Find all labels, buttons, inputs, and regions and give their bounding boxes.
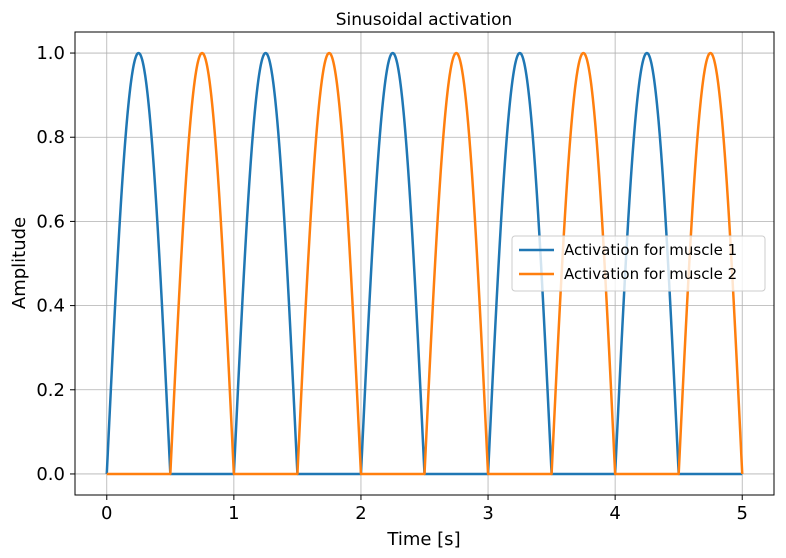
y-tick-label: 0.4: [36, 296, 65, 317]
y-tick-label: 0.2: [36, 380, 65, 401]
y-tick-label: 0.6: [36, 211, 65, 232]
y-tick-label: 1.0: [36, 43, 65, 64]
chart-title: Sinusoidal activation: [336, 10, 513, 30]
series-line-2: [105, 51, 744, 476]
series-group: [105, 51, 744, 476]
legend-box: [511, 235, 766, 292]
ticks-group: 0 1 2 3 4 5 0.0 0.2 0.4 0.6 0.8 1.0: [36, 43, 748, 524]
legend-label-2: Activation for muscle 2: [564, 265, 737, 283]
x-tick-label: 0: [101, 503, 112, 524]
x-tick-label: 2: [355, 503, 366, 524]
y-axis-label: Amplitude: [9, 217, 30, 309]
x-tick-label: 1: [228, 503, 239, 524]
plot-frame: [74, 31, 775, 496]
grid: [75, 32, 774, 495]
x-axis-label: Time [s]: [386, 529, 460, 550]
legend-label-1: Activation for muscle 1: [564, 241, 737, 259]
legend: Activation for muscle 1 Activation for mu…: [511, 235, 766, 292]
y-tick-label: 0.8: [36, 127, 65, 148]
y-tick-label: 0.0: [36, 464, 65, 485]
x-tick-label: 4: [609, 503, 620, 524]
x-tick-label: 3: [482, 503, 493, 524]
x-tick-label: 5: [737, 503, 748, 524]
